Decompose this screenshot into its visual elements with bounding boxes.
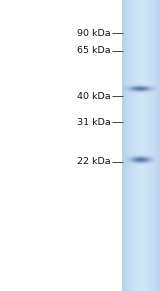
Text: 90 kDa: 90 kDa (77, 29, 110, 38)
Text: 31 kDa: 31 kDa (77, 118, 110, 127)
Text: 65 kDa: 65 kDa (77, 47, 110, 55)
Text: 40 kDa: 40 kDa (77, 92, 110, 100)
Text: 22 kDa: 22 kDa (77, 157, 110, 166)
